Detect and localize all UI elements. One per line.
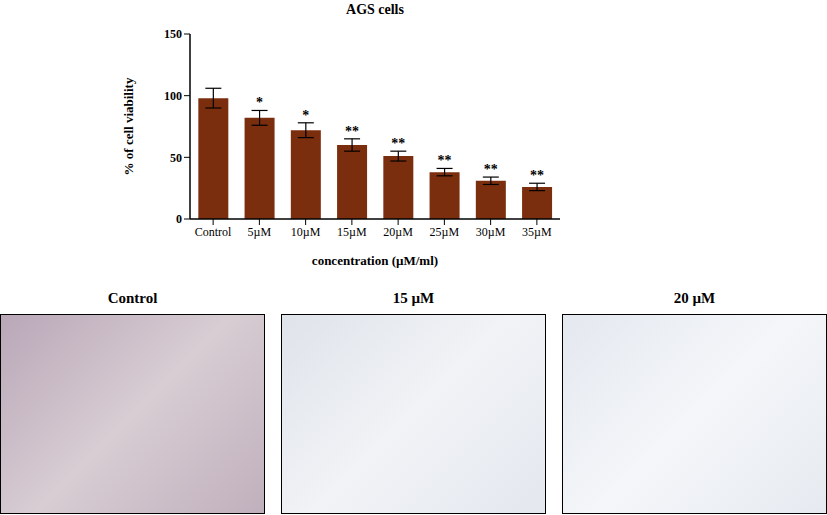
svg-text:20µM: 20µM [383, 225, 413, 239]
svg-text:15µM: 15µM [337, 225, 367, 239]
svg-text:% of cell viability: % of cell viability [121, 77, 136, 175]
svg-text:150: 150 [164, 27, 182, 41]
svg-text:**: ** [530, 168, 544, 183]
svg-text:**: ** [345, 124, 359, 139]
svg-text:100: 100 [164, 89, 182, 103]
svg-text:Control: Control [195, 225, 232, 239]
svg-text:**: ** [484, 162, 498, 177]
svg-text:concentration (µM/ml): concentration (µM/ml) [312, 253, 438, 268]
svg-text:50: 50 [170, 151, 182, 165]
svg-text:10µM: 10µM [291, 225, 321, 239]
svg-text:*: * [302, 108, 309, 123]
svg-text:25µM: 25µM [430, 225, 460, 239]
html-text:15 µM: 15 µM [392, 290, 435, 306]
html-text:20 µM: 20 µM [673, 290, 716, 306]
svg-text:**: ** [438, 153, 452, 168]
svg-text:0: 0 [176, 212, 182, 226]
svg-text:5µM: 5µM [248, 225, 272, 239]
svg-text:*: * [256, 95, 263, 110]
html-text:Control: Control [107, 290, 158, 306]
svg-text:35µM: 35µM [522, 225, 552, 239]
svg-text:30µM: 30µM [476, 225, 506, 239]
svg-text:**: ** [391, 136, 405, 151]
html-text:AGS cells: AGS cells [346, 2, 404, 17]
